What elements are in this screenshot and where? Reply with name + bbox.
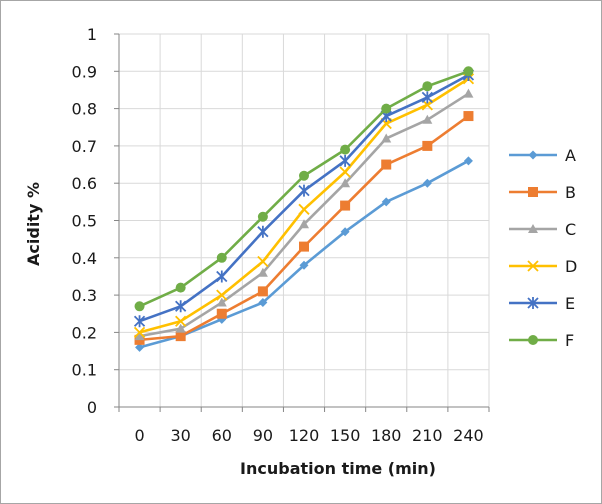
- legend-label: A: [565, 146, 576, 165]
- y-tick-label: 0.5: [72, 212, 97, 231]
- data-point-a: [135, 342, 145, 352]
- data-point-c: [381, 133, 392, 143]
- data-point-c: [257, 267, 268, 277]
- y-tick-label: 0.3: [72, 286, 97, 305]
- legend-marker: [528, 224, 538, 233]
- y-tick-label: 0.9: [72, 62, 97, 81]
- legend-label: F: [565, 331, 574, 350]
- y-tick-label: 0.2: [72, 323, 97, 342]
- data-point-f: [463, 66, 474, 77]
- data-point-b: [381, 159, 392, 170]
- legend-item-d: D: [509, 257, 577, 276]
- x-tick-label: 0: [134, 426, 144, 445]
- x-tick-label: 90: [253, 426, 273, 445]
- data-point-f: [175, 282, 186, 293]
- x-axis-title: Incubation time (min): [240, 459, 436, 478]
- data-point-b: [299, 241, 309, 252]
- data-point-c: [175, 323, 186, 333]
- legend-label: C: [565, 220, 576, 239]
- data-point-c: [299, 219, 309, 229]
- data-point-b: [422, 140, 433, 151]
- data-point-a: [463, 156, 473, 166]
- data-point-c: [216, 297, 227, 307]
- data-point-f: [216, 252, 227, 263]
- y-tick-label: 0.7: [72, 137, 97, 156]
- data-point-f: [134, 301, 145, 312]
- data-point-c: [134, 331, 145, 341]
- data-point-d: [298, 203, 310, 215]
- data-point-b: [216, 308, 227, 319]
- legend-label: E: [565, 294, 575, 313]
- x-tick-label: 210: [412, 426, 443, 445]
- data-point-c: [340, 178, 351, 188]
- data-point-e: [133, 315, 146, 328]
- y-axis-title: Acidity %: [24, 182, 43, 266]
- data-point-e: [175, 300, 187, 313]
- data-point-d: [133, 326, 146, 339]
- x-tick-label: 60: [212, 426, 232, 445]
- data-point-f: [299, 170, 309, 181]
- x-tick-label: 150: [330, 426, 361, 445]
- data-point-d: [339, 166, 351, 178]
- legend-item-a: A: [509, 146, 576, 165]
- series-line-e: [139, 73, 470, 323]
- axes: 0 0.1 0.2 0.3 0.4 0.5 0.6 0.7 0.8 0.9 1 0 30 60 90 120 1…: [72, 25, 490, 445]
- data-point-a: [340, 227, 350, 237]
- data-point-c: [463, 88, 474, 98]
- data-point-b: [257, 286, 268, 297]
- y-tick-label: 0.6: [72, 174, 97, 193]
- legend-label: B: [565, 183, 576, 202]
- legend-label: D: [565, 257, 577, 276]
- x-tick-label: 30: [170, 426, 190, 445]
- data-point-a: [381, 197, 391, 207]
- legend-item-e: E: [509, 294, 575, 313]
- data-point-e: [216, 270, 228, 283]
- legend-marker: [528, 150, 538, 160]
- legend-item-f: F: [509, 331, 574, 350]
- data-point-e: [298, 184, 310, 197]
- series-line-d: [139, 77, 470, 334]
- y-tick-label: 0.1: [72, 361, 97, 380]
- legend-item-c: C: [509, 220, 576, 239]
- y-tick-label: 0.4: [72, 249, 97, 268]
- y-tick-label: 1: [87, 25, 97, 44]
- data-point-a: [422, 178, 432, 188]
- data-point-f: [340, 144, 351, 155]
- data-point-e: [257, 225, 269, 238]
- y-tick-label: 0: [87, 398, 97, 417]
- data-point-b: [340, 200, 351, 211]
- legend-marker: [527, 297, 539, 309]
- data-point-c: [422, 114, 433, 124]
- series-d: [133, 73, 475, 339]
- legend-marker: [528, 187, 538, 197]
- y-tick-label: 0.8: [72, 100, 97, 119]
- data-point-e: [339, 154, 351, 167]
- x-tick-label: 180: [371, 426, 402, 445]
- data-point-d: [257, 255, 269, 268]
- series-f: [134, 66, 474, 312]
- data-point-b: [175, 331, 186, 342]
- data-point-d: [216, 289, 228, 301]
- data-point-e: [421, 91, 433, 104]
- data-point-f: [422, 81, 433, 92]
- legend-marker: [527, 260, 539, 272]
- series-lines: [133, 66, 475, 352]
- x-tick-label: 240: [453, 426, 484, 445]
- data-point-a: [258, 298, 268, 308]
- series-c: [134, 88, 474, 341]
- data-point-f: [257, 211, 268, 222]
- data-point-d: [175, 315, 187, 327]
- legend-item-b: B: [509, 183, 576, 202]
- legend-marker: [528, 335, 538, 345]
- series-e: [133, 69, 475, 328]
- x-tick-label: 120: [289, 426, 320, 445]
- data-point-a: [299, 260, 309, 270]
- data-point-f: [381, 103, 392, 114]
- data-point-b: [463, 111, 474, 122]
